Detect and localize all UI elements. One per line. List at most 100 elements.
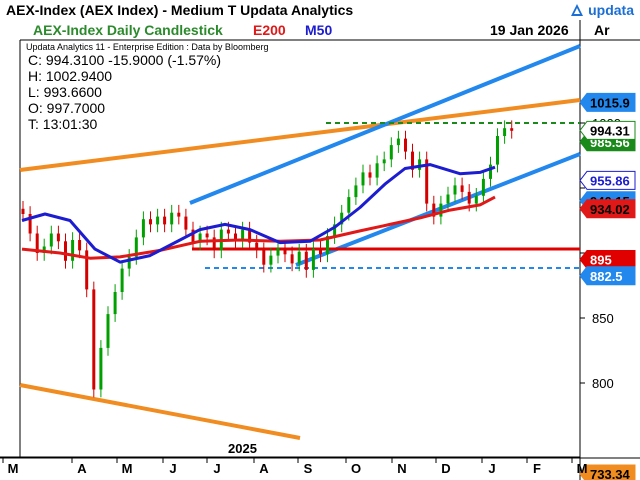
candle-body[interactable] xyxy=(269,255,273,265)
candle-body[interactable] xyxy=(311,249,315,270)
last-value-badge[interactable]: 882.5 xyxy=(579,266,636,286)
candle-body[interactable] xyxy=(474,195,478,204)
last-value-badge[interactable]: 895 xyxy=(579,250,636,269)
candle-body[interactable] xyxy=(42,246,46,254)
upper-channel-line[interactable] xyxy=(189,44,581,205)
candle-body[interactable] xyxy=(262,250,266,265)
candle-body[interactable] xyxy=(453,185,457,195)
last-value-badge[interactable]: 1015.9 xyxy=(579,92,636,112)
candle-body[interactable] xyxy=(64,241,67,261)
y-tick-label: 800 xyxy=(592,376,614,391)
candle-body[interactable] xyxy=(35,233,39,254)
ohlc-high: H: 1002.9400 xyxy=(28,68,112,84)
candle-body[interactable] xyxy=(389,145,393,160)
candle-body[interactable] xyxy=(177,212,181,217)
moving-average-series xyxy=(21,163,496,264)
ohlc-time: T: 13:01:30 xyxy=(28,116,97,132)
candle-body[interactable] xyxy=(375,163,379,178)
candle-body[interactable] xyxy=(49,233,53,247)
candle-body[interactable] xyxy=(304,251,308,270)
candle-body[interactable] xyxy=(21,208,25,214)
candle-body[interactable] xyxy=(248,229,252,243)
candle-body[interactable] xyxy=(333,224,337,237)
candle-body[interactable] xyxy=(241,229,245,240)
candle-body[interactable] xyxy=(425,159,429,204)
candle-body[interactable] xyxy=(297,251,301,264)
candle-body[interactable] xyxy=(99,347,103,390)
year-label: 2025 xyxy=(228,441,257,456)
data-source-line: Updata Analytics 11 - Enterprise Edition… xyxy=(26,42,268,52)
candle-body[interactable] xyxy=(198,233,202,243)
last-value-badge[interactable]: 733.34 xyxy=(579,464,636,480)
candle-body[interactable] xyxy=(149,219,152,225)
last-value-badge[interactable]: 955.86 xyxy=(579,170,636,190)
candle-body[interactable] xyxy=(85,250,89,290)
price-chart[interactable]: AEX-Index Daily Candlestick E200 M50 19 … xyxy=(0,20,640,480)
candle-body[interactable] xyxy=(127,256,131,269)
candle-body[interactable] xyxy=(340,212,344,225)
updata-logo[interactable]: updata xyxy=(570,1,634,19)
candle-body[interactable] xyxy=(92,289,96,390)
candle-body[interactable] xyxy=(170,212,174,225)
candle-body[interactable] xyxy=(290,254,294,264)
candle-body[interactable] xyxy=(489,164,492,179)
last-value-badge[interactable]: 994.31 xyxy=(579,120,636,140)
candle-body[interactable] xyxy=(134,237,138,257)
candle-body[interactable] xyxy=(467,191,471,204)
chart-date: 19 Jan 2026 xyxy=(490,22,569,38)
candle-body[interactable] xyxy=(432,203,436,217)
candle-body[interactable] xyxy=(212,237,216,251)
candle-body[interactable] xyxy=(113,292,117,315)
month-label: M xyxy=(577,461,588,476)
candle-body[interactable] xyxy=(184,216,188,230)
candle-body[interactable] xyxy=(276,247,280,256)
candle-body[interactable] xyxy=(255,242,259,251)
upper-orange-trendline[interactable] xyxy=(19,98,581,172)
candle-body[interactable] xyxy=(503,128,507,136)
candle-body[interactable] xyxy=(56,233,60,242)
candle-body[interactable] xyxy=(460,185,464,192)
month-label: O xyxy=(351,461,361,476)
candle-body[interactable] xyxy=(361,172,365,186)
candle-body[interactable] xyxy=(28,214,32,234)
candle-body[interactable] xyxy=(382,159,386,164)
candle-body[interactable] xyxy=(411,151,414,170)
candle-body[interactable] xyxy=(418,159,422,170)
y-tick-label: 850 xyxy=(592,311,614,326)
candle-body[interactable] xyxy=(120,268,124,292)
candle-body[interactable] xyxy=(354,185,358,198)
last-value-badge[interactable]: 934.02 xyxy=(579,199,636,219)
month-label: M xyxy=(122,461,133,476)
month-label: F xyxy=(533,461,541,476)
candle-body[interactable] xyxy=(163,216,167,225)
lower-orange-trendline[interactable] xyxy=(19,383,301,440)
candle-body[interactable] xyxy=(326,236,329,255)
candle-body[interactable] xyxy=(141,219,145,238)
candle-body[interactable] xyxy=(191,229,195,243)
candle-body[interactable] xyxy=(283,247,287,255)
candle-body[interactable] xyxy=(106,314,110,348)
candle-body[interactable] xyxy=(319,249,322,255)
candle-body[interactable] xyxy=(205,233,209,238)
candle-body[interactable] xyxy=(481,178,485,196)
candle-body[interactable] xyxy=(439,203,443,217)
window-title: AEX-Index (AEX Index) - Medium T Updata … xyxy=(6,2,354,18)
candle-body[interactable] xyxy=(156,216,160,225)
candle-body[interactable] xyxy=(347,197,351,213)
candle-body[interactable] xyxy=(446,194,450,204)
axis-tag: Ar xyxy=(594,22,610,38)
sma50-line[interactable] xyxy=(21,163,496,264)
candle-body[interactable] xyxy=(496,136,499,165)
badge-label: 934.02 xyxy=(590,202,630,217)
candle-body[interactable] xyxy=(404,138,407,152)
lower-channel-line[interactable] xyxy=(295,152,581,267)
candle-body[interactable] xyxy=(510,128,514,131)
candle-body[interactable] xyxy=(368,172,372,178)
candle-body[interactable] xyxy=(234,233,237,241)
ohlc-open: O: 997.7000 xyxy=(28,100,105,116)
candle-body[interactable] xyxy=(226,229,230,234)
candle-body[interactable] xyxy=(71,240,75,261)
candle-body[interactable] xyxy=(78,240,82,251)
candle-body[interactable] xyxy=(396,138,400,146)
